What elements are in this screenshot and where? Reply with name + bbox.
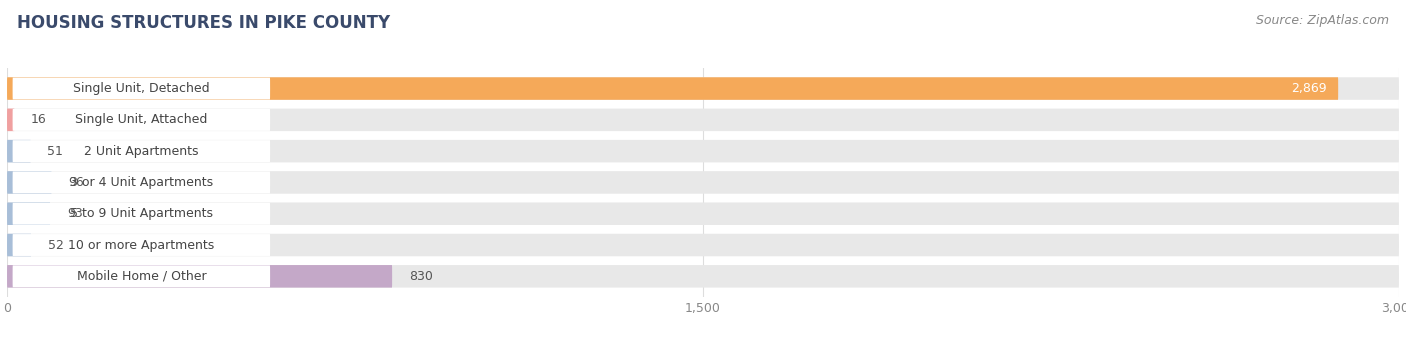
Text: Source: ZipAtlas.com: Source: ZipAtlas.com: [1256, 14, 1389, 27]
FancyBboxPatch shape: [7, 77, 1339, 100]
Text: 96: 96: [69, 176, 84, 189]
FancyBboxPatch shape: [7, 140, 1399, 162]
FancyBboxPatch shape: [7, 171, 52, 194]
FancyBboxPatch shape: [7, 234, 1399, 256]
FancyBboxPatch shape: [7, 234, 31, 256]
FancyBboxPatch shape: [7, 203, 51, 225]
FancyBboxPatch shape: [13, 203, 270, 225]
FancyBboxPatch shape: [13, 140, 270, 162]
Text: 5 to 9 Unit Apartments: 5 to 9 Unit Apartments: [70, 207, 212, 220]
Text: 2,869: 2,869: [1292, 82, 1327, 95]
FancyBboxPatch shape: [7, 265, 1399, 287]
Text: 3 or 4 Unit Apartments: 3 or 4 Unit Apartments: [70, 176, 212, 189]
Text: 16: 16: [31, 113, 46, 126]
Text: Single Unit, Detached: Single Unit, Detached: [73, 82, 209, 95]
Text: 10 or more Apartments: 10 or more Apartments: [69, 239, 215, 252]
Text: Single Unit, Attached: Single Unit, Attached: [75, 113, 208, 126]
FancyBboxPatch shape: [13, 172, 270, 193]
FancyBboxPatch shape: [7, 140, 31, 162]
FancyBboxPatch shape: [7, 265, 392, 287]
FancyBboxPatch shape: [7, 108, 14, 131]
FancyBboxPatch shape: [7, 77, 1399, 100]
Text: 52: 52: [48, 239, 63, 252]
Text: HOUSING STRUCTURES IN PIKE COUNTY: HOUSING STRUCTURES IN PIKE COUNTY: [17, 14, 389, 32]
FancyBboxPatch shape: [13, 265, 270, 287]
FancyBboxPatch shape: [7, 108, 1399, 131]
FancyBboxPatch shape: [13, 109, 270, 131]
FancyBboxPatch shape: [13, 234, 270, 256]
FancyBboxPatch shape: [13, 78, 270, 100]
Text: 93: 93: [67, 207, 83, 220]
Text: 830: 830: [409, 270, 433, 283]
Text: Mobile Home / Other: Mobile Home / Other: [76, 270, 207, 283]
Text: 51: 51: [48, 145, 63, 158]
FancyBboxPatch shape: [7, 171, 1399, 194]
Text: 2 Unit Apartments: 2 Unit Apartments: [84, 145, 198, 158]
FancyBboxPatch shape: [7, 203, 1399, 225]
